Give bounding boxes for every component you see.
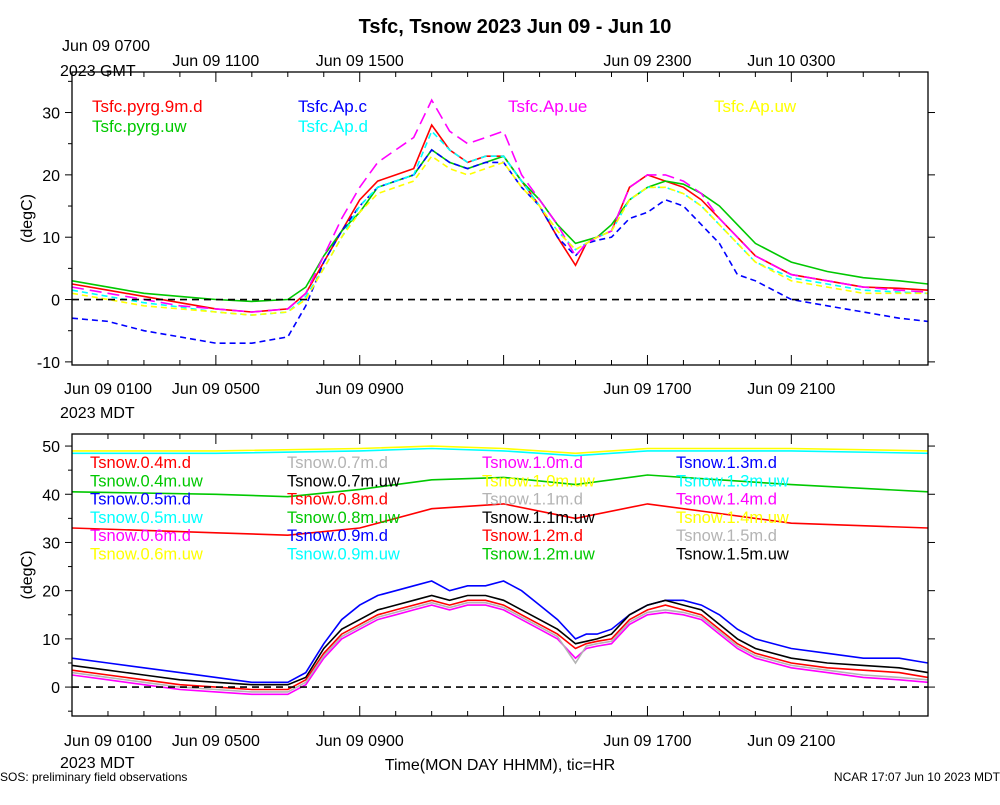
series-line-Tsnow.1.4m.uw — [72, 445, 928, 455]
x-tick-label-mdt: Jun 09 1700 — [603, 381, 691, 398]
legend-entry-Tsnow.0.4m.uw: Tsnow.0.4m.uw — [90, 472, 203, 490]
legend-entry-Tsnow.0.9m.d: Tsnow.0.9m.d — [287, 527, 388, 545]
tsnow-panel: 0 10 20 30 40 50 (degC) Jun 09 0100 Jun 09 0500 J… — [19, 433, 935, 750]
y-tick-label: 20 — [42, 584, 60, 601]
series-line-Tsfc.pyrg.9m.d — [72, 123, 928, 313]
legend-entry-Tsnow.1.0m.d: Tsnow.1.0m.d — [482, 454, 583, 472]
y-tick-label: 30 — [42, 535, 60, 552]
x-tick-label-gmt: Jun 09 1500 — [316, 53, 404, 70]
x-tick-label-mdt: Jun 09 0500 — [172, 733, 260, 750]
legend-entry-Tsnow.1.1m.uw: Tsnow.1.1m.uw — [482, 509, 595, 527]
series-line-Tsfc.Ap.d — [72, 129, 928, 316]
legend-entry-Tsfc.Ap.ue: Tsfc.Ap.ue — [508, 97, 587, 116]
legend-entry-Tsnow.1.0m.uw: Tsnow.1.0m.uw — [482, 472, 595, 490]
series-line-Tsfc.Ap.c — [72, 148, 928, 344]
legend-entry-Tsnow.0.7m.d: Tsnow.0.7m.d — [287, 454, 388, 472]
x-tick-label-gmt: Jun 09 1100 — [172, 53, 259, 70]
x-tick-label-mdt: Jun 09 0900 — [316, 733, 404, 750]
legend-entry-Tsfc.pyrg.9m.d: Tsfc.pyrg.9m.d — [92, 97, 203, 116]
legend-entry-Tsnow.0.8m.d: Tsnow.0.8m.d — [287, 491, 388, 509]
x-tick-label-mdt: Jun 09 2100 — [747, 733, 835, 750]
series-line-Tsnow.1.5m.d — [72, 601, 928, 693]
series-line-Tsfc.Ap.ue — [72, 98, 928, 313]
legend-entry-Tsnow.1.4m.uw: Tsnow.1.4m.uw — [676, 509, 789, 527]
legend-entry-Tsnow.1.3m.uw: Tsnow.1.3m.uw — [676, 472, 789, 490]
x-tick-label-mdt: Jun 09 1700 — [603, 733, 691, 750]
y-tick-label: 50 — [42, 439, 60, 456]
y-axis-label: (degC) — [19, 551, 36, 600]
legend-entry-Tsnow.1.5m.d: Tsnow.1.5m.d — [676, 527, 777, 545]
legend-entry-Tsfc.Ap.d: Tsfc.Ap.d — [298, 117, 368, 136]
series-line-Tsnow.0.4m.d — [72, 599, 928, 691]
legend-entry-Tsnow.0.5m.d: Tsnow.0.5m.d — [90, 491, 191, 509]
y-tick-label: 0 — [51, 680, 60, 697]
y-tick-label: -10 — [37, 355, 60, 372]
series-line-Tsnow.0.6m.d — [72, 604, 928, 696]
y-tick-label: 20 — [42, 168, 60, 185]
chart-title: Tsfc, Tsnow 2023 Jun 09 - Jun 10 — [359, 16, 672, 38]
footer-left: SOS: preliminary field observations — [0, 770, 187, 784]
x-tick-label-mdt: Jun 09 0100 — [64, 733, 152, 750]
series-line-Tsnow.1.2m.uw — [72, 474, 928, 498]
series-line-Tsnow.1.2m.d — [72, 503, 928, 537]
x-tick-label-gmt: Jun 10 0300 — [747, 53, 835, 70]
y-tick-label: 10 — [42, 230, 60, 247]
legend-entry-Tsnow.0.6m.d: Tsnow.0.6m.d — [90, 527, 191, 545]
legend-entry-Tsnow.1.4m.d: Tsnow.1.4m.d — [676, 491, 777, 509]
y-tick-label: 40 — [42, 487, 60, 504]
legend-entry-Tsnow.1.2m.uw: Tsnow.1.2m.uw — [482, 546, 595, 564]
legend-entry-Tsfc.pyrg.uw: Tsfc.pyrg.uw — [92, 117, 187, 136]
series-line-Tsfc.Ap.uw — [72, 155, 928, 316]
legend-entry-Tsnow.1.3m.d: Tsnow.1.3m.d — [676, 454, 777, 472]
legend-entry-Tsnow.0.9m.uw: Tsnow.0.9m.uw — [287, 546, 400, 564]
legend-entry-Tsfc.Ap.uw: Tsfc.Ap.uw — [714, 97, 797, 116]
legend-entry-Tsnow.1.2m.d: Tsnow.1.2m.d — [482, 527, 583, 545]
legend-entry-Tsnow.1.1m.d: Tsnow.1.1m.d — [482, 491, 583, 509]
series-line-Tsnow.0.5m.d — [72, 580, 928, 684]
y-tick-label: 30 — [42, 106, 60, 123]
series-line-Tsnow.1.3m.uw — [72, 447, 928, 457]
y-tick-label: 0 — [51, 293, 60, 310]
x-tick-label-gmt: Jun 09 0700 — [62, 38, 150, 55]
legend-entry-Tsnow.0.7m.uw: Tsnow.0.7m.uw — [287, 472, 400, 490]
plot-frame — [71, 433, 929, 717]
y-axis-label: (degC) — [19, 194, 36, 243]
y-tick-label: 10 — [42, 632, 60, 649]
x-tick-label-gmt: Jun 09 2300 — [603, 53, 691, 70]
x-tick-label-mdt: Jun 09 0900 — [316, 381, 404, 398]
legend-entry-Tsfc.Ap.c: Tsfc.Ap.c — [298, 97, 367, 116]
x-tick-label-mdt: Jun 09 2100 — [747, 381, 835, 398]
legend-entry-Tsnow.0.5m.uw: Tsnow.0.5m.uw — [90, 509, 203, 527]
tsfc-panel: -10 0 10 20 30 (degC) Jun 09 0700 Jun 09 1100 Ju… — [19, 38, 935, 398]
tsfc-series-group — [72, 98, 928, 344]
legend-entry-Tsnow.0.4m.d: Tsnow.0.4m.d — [90, 454, 191, 472]
x-tick-label-mdt: Jun 09 0100 — [64, 381, 152, 398]
legend-entry-Tsnow.0.6m.uw: Tsnow.0.6m.uw — [90, 546, 203, 564]
mdt-year-label-bottom: 2023 MDT — [60, 755, 135, 772]
legend-entry-Tsnow.1.5m.uw: Tsnow.1.5m.uw — [676, 546, 789, 564]
mdt-year-label: 2023 MDT — [60, 405, 135, 422]
footer-right: NCAR 17:07 Jun 10 2023 MDT — [834, 770, 1000, 784]
x-tick-label-mdt: Jun 09 0500 — [172, 381, 260, 398]
legend-entry-Tsnow.0.8m.uw: Tsnow.0.8m.uw — [287, 509, 400, 527]
plot-frame — [71, 71, 929, 366]
tsnow-series-group — [72, 445, 928, 696]
x-axis-label: Time(MON DAY HHMM), tic=HR — [385, 757, 615, 774]
series-line-Tsnow.1.5m.uw — [72, 594, 928, 686]
